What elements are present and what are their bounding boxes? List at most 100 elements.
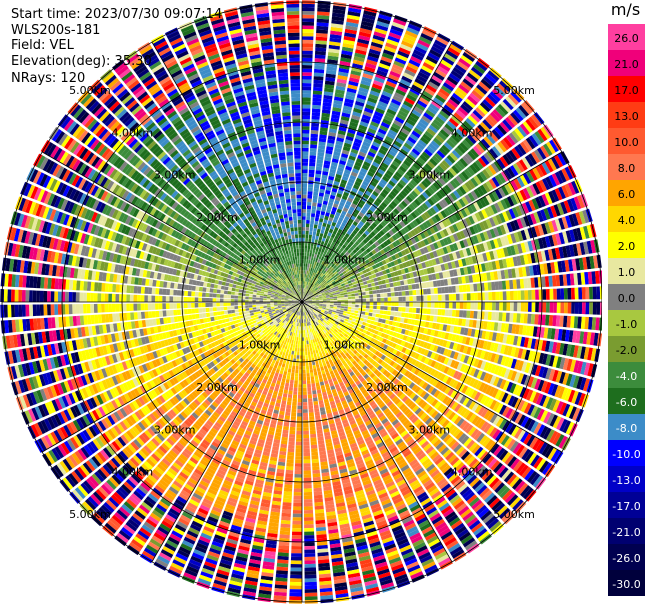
velocity-gate — [303, 430, 309, 435]
velocity-gate — [412, 219, 419, 227]
velocity-gate — [525, 266, 531, 277]
velocity-gate — [328, 309, 333, 312]
velocity-gate — [372, 313, 377, 317]
velocity-gate — [424, 321, 430, 328]
velocity-gate — [343, 266, 348, 271]
velocity-gate — [320, 123, 329, 129]
velocity-gate — [401, 145, 411, 153]
velocity-gate — [412, 296, 417, 301]
velocity-gate — [311, 209, 316, 214]
velocity-gate — [308, 304, 312, 307]
velocity-gate — [424, 163, 433, 172]
velocity-gate — [507, 357, 514, 368]
velocity-gate — [518, 104, 530, 117]
velocity-gate — [484, 311, 489, 320]
velocity-gate — [334, 147, 342, 153]
velocity-gate — [308, 303, 312, 305]
velocity-gate — [473, 283, 478, 292]
velocity-gate — [307, 198, 312, 203]
velocity-gate — [378, 261, 384, 267]
velocity-gate — [482, 252, 488, 262]
velocity-gate — [311, 268, 315, 273]
velocity-gate — [315, 33, 328, 38]
velocity-gate — [404, 69, 416, 77]
velocity-gate — [367, 151, 376, 158]
velocity-gate — [377, 100, 388, 108]
velocity-gate — [558, 169, 567, 183]
velocity-gate — [414, 159, 424, 168]
velocity-gate — [464, 257, 471, 266]
velocity-gate — [307, 336, 311, 341]
velocity-gate — [482, 196, 490, 206]
velocity-gate — [308, 302, 313, 303]
velocity-gate — [382, 338, 387, 344]
velocity-gate — [347, 309, 352, 312]
velocity-gate — [362, 224, 369, 230]
velocity-gate — [398, 263, 404, 269]
velocity-gate — [576, 227, 583, 241]
velocity-gate — [429, 103, 440, 112]
velocity-gate — [534, 365, 542, 377]
velocity-gate — [307, 351, 311, 356]
velocity-gate — [499, 248, 506, 258]
velocity-gate — [337, 75, 348, 81]
velocity-gate — [466, 346, 472, 355]
velocity-gate — [360, 226, 366, 233]
velocity-gate — [417, 71, 430, 80]
velocity-gate — [546, 262, 552, 274]
velocity-gate — [324, 254, 329, 259]
velocity-gate — [344, 246, 350, 252]
velocity-gate — [346, 162, 354, 168]
velocity-gate — [411, 130, 421, 139]
velocity-gate — [357, 38, 370, 45]
velocity-gate — [351, 187, 358, 193]
velocity-gate — [312, 285, 316, 289]
velocity-gate — [486, 363, 494, 373]
velocity-gate — [592, 302, 597, 315]
velocity-gate — [396, 53, 408, 62]
velocity-gate — [311, 305, 316, 307]
velocity-gate — [453, 361, 460, 370]
velocity-gate — [504, 183, 513, 195]
velocity-gate — [369, 224, 375, 231]
velocity-gate — [309, 275, 312, 279]
velocity-gate — [303, 459, 311, 464]
velocity-gate — [591, 271, 596, 284]
velocity-gate — [429, 78, 441, 87]
velocity-gate — [347, 14, 360, 21]
velocity-gate — [593, 332, 599, 346]
velocity-gate — [321, 285, 326, 289]
velocity-gate — [329, 244, 334, 250]
velocity-gate — [376, 69, 388, 77]
velocity-gate — [343, 172, 350, 178]
velocity-gate — [365, 242, 371, 248]
velocity-gate — [314, 239, 318, 244]
velocity-gate — [372, 34, 385, 42]
velocity-gate — [378, 336, 384, 342]
velocity-gate — [451, 214, 458, 223]
velocity-gate — [440, 210, 448, 219]
velocity-gate — [319, 185, 326, 190]
velocity-gate — [488, 331, 494, 341]
velocity-gate — [325, 238, 329, 244]
velocity-gate — [430, 329, 436, 336]
velocity-gate — [410, 229, 417, 237]
velocity-gate — [369, 278, 375, 283]
velocity-gate — [489, 239, 496, 250]
velocity-gate — [395, 215, 402, 223]
velocity-gate — [302, 380, 307, 385]
velocity-gate — [459, 302, 464, 309]
velocity-gate — [469, 284, 474, 292]
velocity-gate — [456, 343, 462, 352]
velocity-gate — [449, 234, 456, 243]
velocity-gate — [537, 251, 543, 263]
velocity-gate — [357, 268, 363, 273]
velocity-gate — [419, 223, 426, 231]
velocity-gate — [316, 29, 328, 34]
velocity-gate — [369, 45, 382, 52]
velocity-gate — [546, 302, 550, 313]
velocity-gate — [343, 279, 348, 283]
velocity-gate — [324, 215, 329, 221]
velocity-gate — [447, 194, 455, 203]
velocity-gate — [335, 85, 346, 91]
